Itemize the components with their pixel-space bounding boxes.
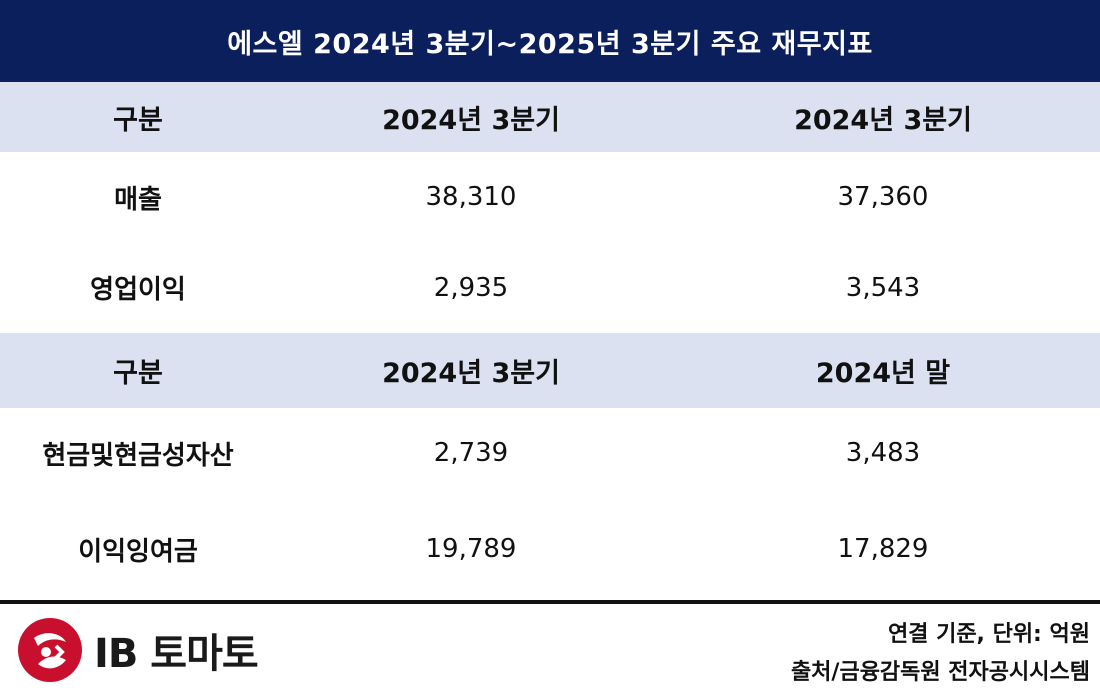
ib-tomato-logo: IB 토마토 (16, 616, 259, 684)
row-label: 매출 (114, 184, 162, 215)
table-header-row: 구분 2024년 3분기 2024년 3분기 (0, 82, 1100, 152)
header-period-1: 2024년 3분기 (382, 358, 560, 389)
row-value-2: 3,483 (845, 438, 921, 468)
row-label: 이익잉여금 (78, 536, 198, 567)
row-value-1: 2,739 (433, 438, 509, 468)
table-title: 에스엘 2024년 3분기~2025년 3분기 주요 재무지표 (0, 0, 1100, 82)
row-value-2: 3,543 (845, 272, 921, 303)
table-row: 현금및현금성자산 2,739 3,483 (0, 408, 1100, 498)
logo-wordmark: IB 토마토 (94, 631, 259, 677)
footer-divider (0, 600, 1100, 604)
table-row: 이익잉여금 19,789 17,829 (0, 498, 1100, 600)
row-label: 영업이익 (90, 275, 186, 305)
unit-note: 연결 기준, 단위: 억원 (887, 622, 1090, 647)
row-label: 현금및현금성자산 (42, 440, 234, 471)
footer: IB 토마토 연결 기준, 단위: 억원 출처/금융감독원 전자공시시스템 (0, 604, 1100, 690)
header-period-2: 2024년 말 (815, 358, 951, 389)
source-note: 출처/금융감독원 전자공시시스템 (790, 660, 1090, 685)
tomato-logo-icon (18, 618, 82, 682)
table-row: 매출 38,310 37,360 (0, 152, 1100, 242)
table-header-row: 구분 2024년 3분기 2024년 말 (0, 333, 1100, 408)
header-period-1: 2024년 3분기 (382, 104, 560, 136)
row-value-1: 19,789 (425, 534, 517, 564)
row-value-1: 38,310 (425, 182, 517, 212)
header-category: 구분 (113, 104, 163, 136)
row-value-2: 37,360 (837, 182, 929, 212)
financial-table: 구분 2024년 3분기 2024년 3분기 매출 38,310 37,360 … (0, 82, 1100, 600)
row-value-1: 2,935 (433, 272, 509, 303)
row-value-2: 17,829 (837, 534, 929, 564)
header-category: 구분 (113, 358, 163, 389)
table-row: 영업이익 2,935 3,543 (0, 242, 1100, 333)
header-period-2: 2024년 3분기 (794, 104, 972, 136)
